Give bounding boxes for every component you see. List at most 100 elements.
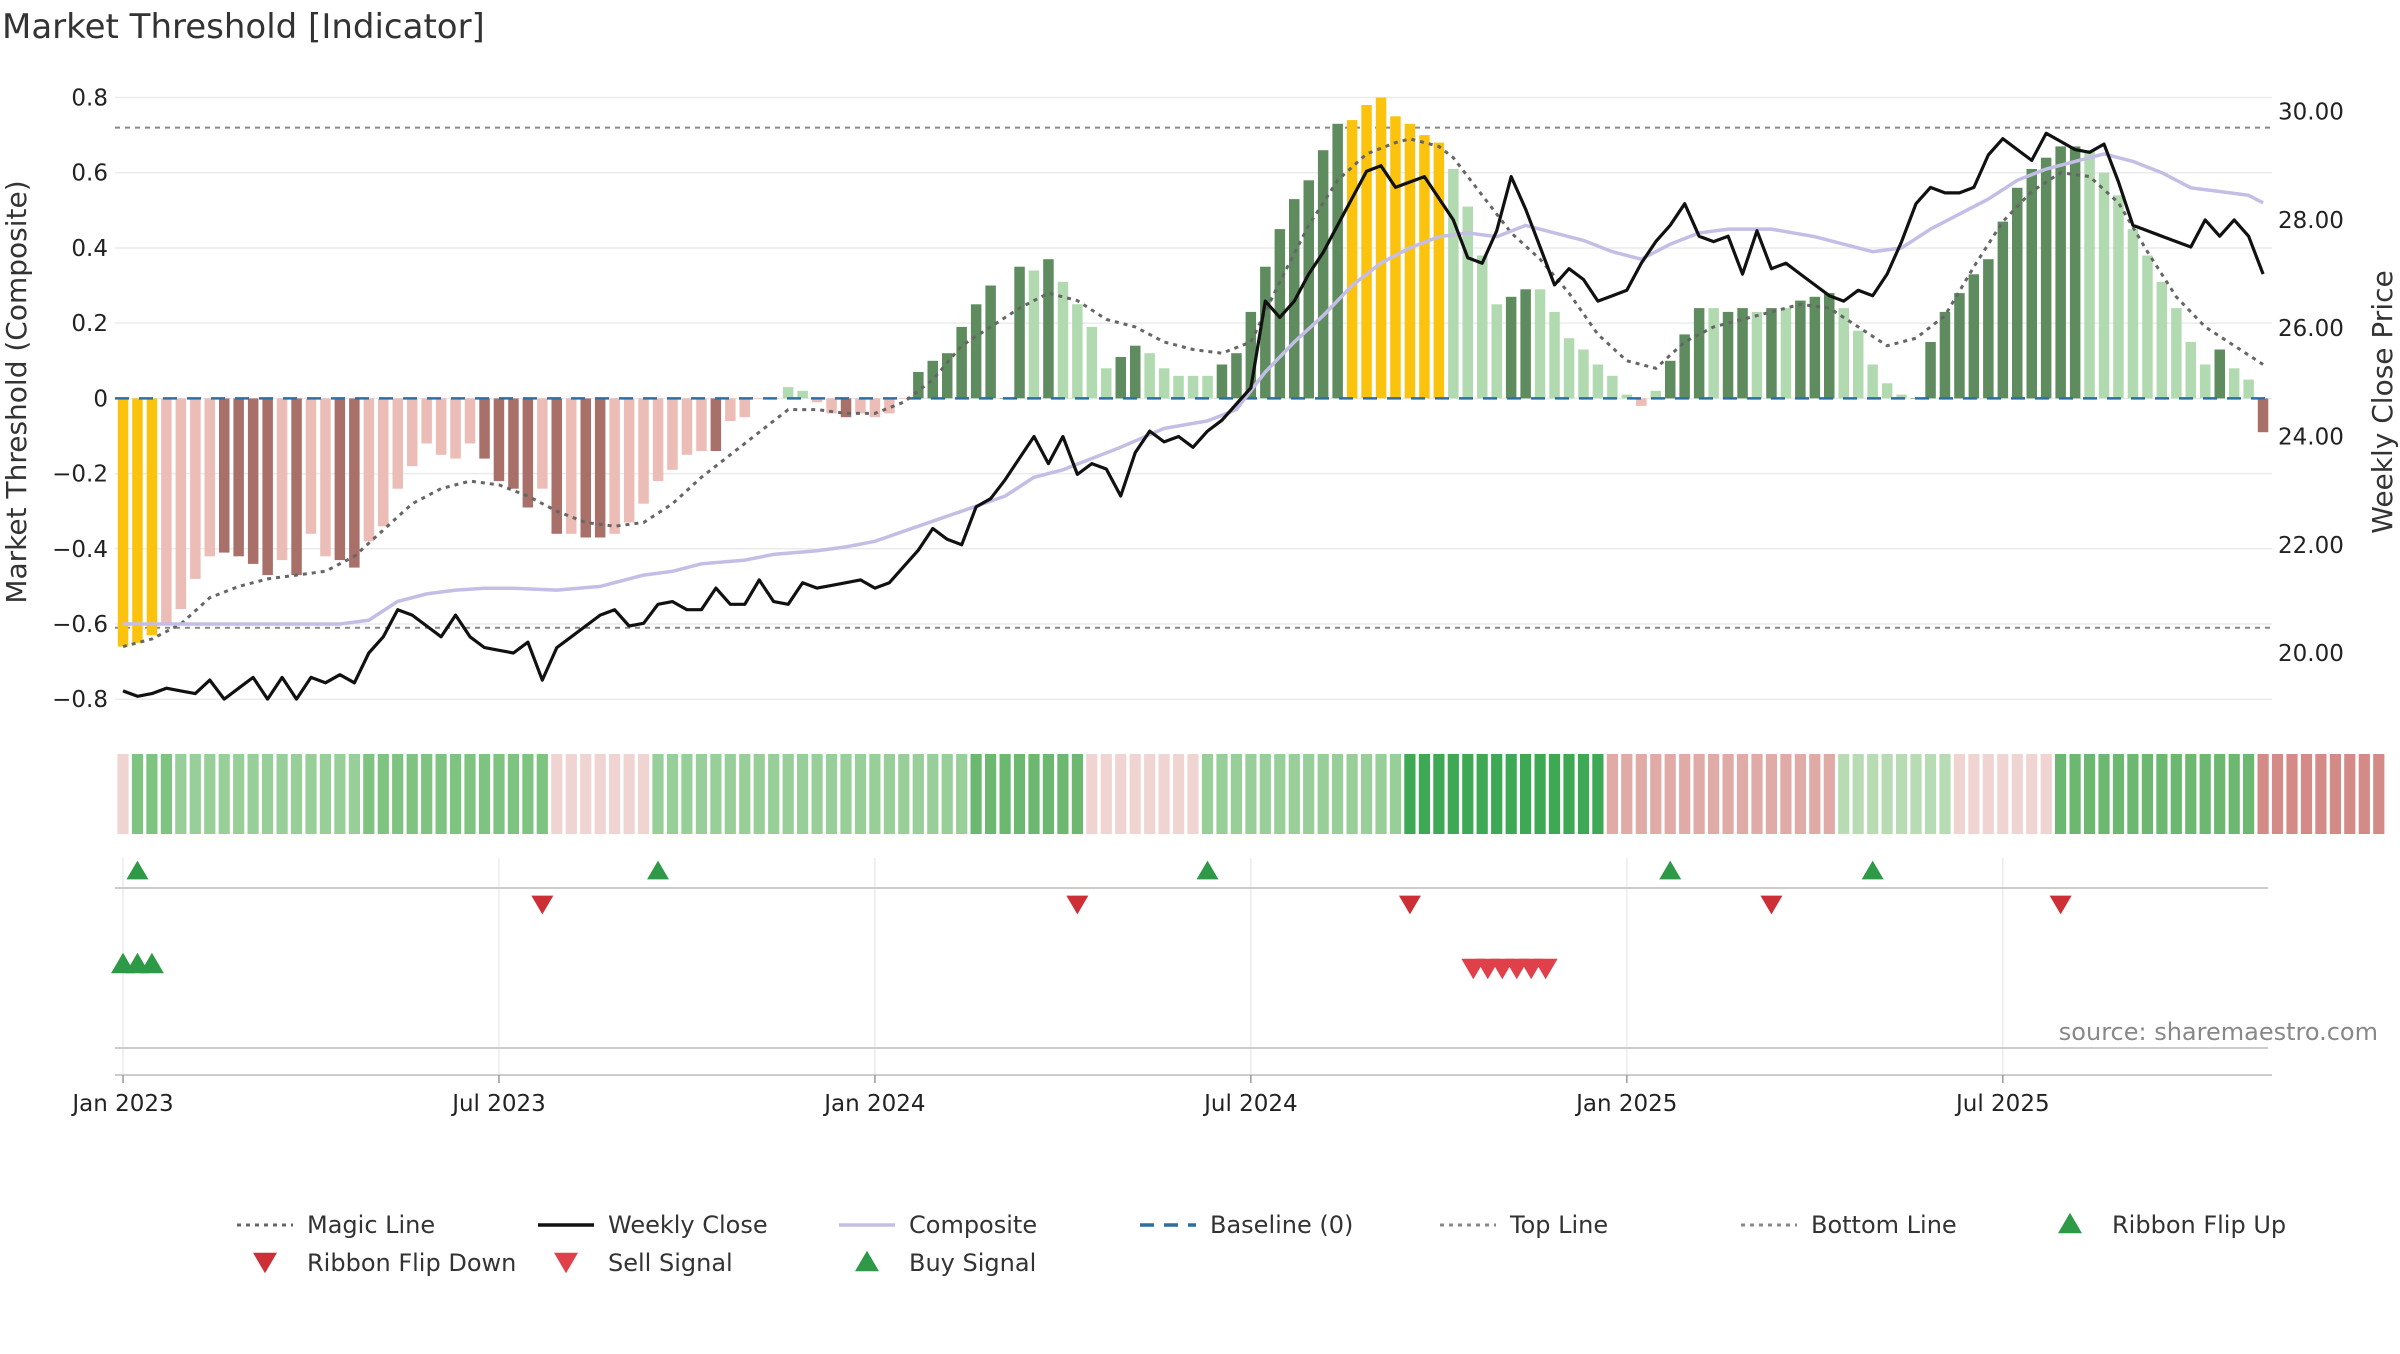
ribbon-cell: [681, 754, 693, 834]
composite-bar: [1838, 308, 1849, 399]
ribbon-cell: [2243, 754, 2255, 834]
ribbon-cell: [2185, 754, 2197, 834]
composite-bar: [855, 398, 866, 414]
composite-bar: [407, 398, 418, 467]
ribbon-cell: [1664, 754, 1676, 834]
ribbon-cell: [305, 754, 317, 834]
composite-bar: [247, 398, 259, 564]
composite-bar: [2171, 308, 2182, 399]
composite-bar: [2142, 255, 2153, 399]
ribbon-cell: [854, 754, 867, 834]
composite-bar: [1014, 266, 1025, 399]
composite-bar: [219, 398, 230, 553]
ribbon-cell: [1375, 754, 1387, 834]
ribbon-cell: [1144, 754, 1156, 834]
composite-bar: [884, 398, 895, 414]
ribbon-cell: [1708, 754, 1720, 834]
composite-bar: [522, 398, 534, 508]
ribbon-cell: [551, 754, 563, 834]
composite-bar: [392, 398, 403, 489]
ribbon-cell: [1317, 754, 1329, 834]
ribbon-cell: [1057, 754, 1069, 834]
composite-bar: [1202, 375, 1213, 399]
ribbon-cell: [1621, 754, 1633, 834]
ribbon-cell: [204, 754, 216, 834]
composite-bar: [1925, 342, 1936, 399]
composite-bar: [1419, 135, 1430, 399]
ribbon-cell: [565, 754, 577, 834]
composite-bar: [1043, 259, 1054, 399]
composite-bar: [1028, 270, 1040, 399]
ribbon-cell: [334, 754, 346, 834]
ribbon-cell: [1013, 754, 1026, 834]
composite-bar: [1491, 304, 1502, 399]
ribbon-cell: [739, 754, 751, 834]
left-tick-label: 0.6: [71, 161, 108, 187]
weekly-close-line: [122, 131, 2265, 701]
composite-bar: [797, 390, 808, 399]
ribbon-cell: [1881, 754, 1893, 834]
composite-bar: [1679, 334, 1690, 399]
ribbon-cell: [1679, 754, 1691, 834]
composite-bar: [1260, 266, 1271, 399]
composite-bar: [2156, 281, 2168, 399]
composite-bar: [1881, 383, 1893, 399]
composite-bar: [1795, 300, 1806, 399]
composite-line: [123, 152, 2264, 626]
legend-label-composite: Composite: [909, 1211, 1037, 1239]
legend-symbol-flip_down: [253, 1252, 277, 1274]
composite-bar: [2257, 398, 2269, 433]
ribbon-cell: [1577, 754, 1590, 834]
composite-bar: [927, 360, 938, 399]
composite-bar: [1505, 296, 1517, 399]
composite-bar: [1751, 311, 1763, 399]
composite-bar: [1072, 304, 1083, 399]
composite-bar: [1939, 311, 1951, 399]
legend-label-buy: Buy Signal: [909, 1249, 1036, 1277]
composite-bar: [1534, 289, 1546, 399]
ribbon-cell: [2141, 754, 2153, 834]
ribbon-cell: [2358, 754, 2370, 834]
composite-bar: [609, 398, 620, 534]
left-tick-label: −0.6: [52, 612, 108, 638]
ribbon-cell: [2257, 754, 2269, 834]
source-label: source: sharemaestro.com: [2059, 1018, 2378, 1046]
ribbon-cell: [117, 754, 129, 834]
composite-bar: [334, 398, 346, 561]
ribbon-cell: [2156, 754, 2168, 834]
composite-bar: [2113, 195, 2124, 399]
ribbon-cell: [1736, 754, 1749, 834]
composite-bar: [1809, 296, 1821, 399]
ribbon-cell: [898, 754, 910, 834]
ribbon-cell: [1433, 754, 1445, 834]
composite-bar: [1448, 169, 1459, 399]
ribbon-cell: [1274, 754, 1286, 834]
composite-bar: [725, 398, 736, 421]
composite-bar: [537, 398, 548, 489]
composite-bar: [233, 398, 244, 557]
composite-bar: [1853, 330, 1864, 399]
composite-bar: [869, 398, 881, 418]
ribbon-cell: [2329, 754, 2341, 834]
composite-bar: [710, 398, 722, 451]
ribbon-cell: [1838, 754, 1850, 834]
ribbon-cell: [2373, 754, 2385, 834]
ribbon-cell: [131, 754, 144, 834]
ribbon-cell: [869, 754, 881, 834]
ribbon-cell: [927, 754, 939, 834]
ribbon-cell: [1361, 754, 1373, 834]
grid-lines: [115, 96, 2272, 1075]
signal-rows: [111, 860, 2268, 1049]
ribbon-cell: [2214, 754, 2226, 834]
left-tick-label: 0: [93, 386, 108, 412]
left-tick-label: −0.8: [52, 687, 108, 713]
ribbon-cell: [609, 754, 621, 834]
ribbon-cell: [2300, 754, 2313, 834]
composite-bar: [1216, 364, 1228, 399]
composite-bar: [1187, 375, 1199, 399]
composite-bar: [204, 398, 215, 557]
composite-bar: [1520, 289, 1531, 399]
composite-bar: [2069, 146, 2081, 399]
ribbon-cell: [1968, 754, 1980, 834]
composite-bar: [1766, 308, 1777, 399]
